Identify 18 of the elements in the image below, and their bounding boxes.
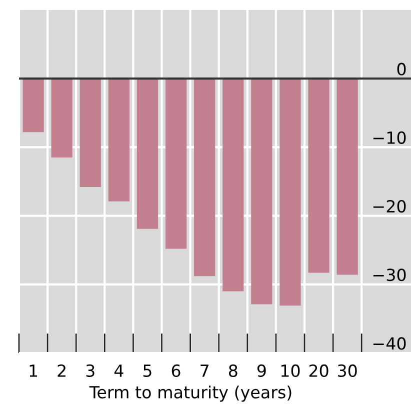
y-tick-label: −30 bbox=[373, 268, 406, 282]
x-tick-label: 4 bbox=[114, 364, 124, 377]
x-tick-label: 2 bbox=[58, 364, 66, 377]
x-tick-label: 1 bbox=[30, 364, 38, 377]
x-tick-label: 5 bbox=[143, 364, 152, 378]
x-tick-label: 6 bbox=[172, 364, 180, 378]
x-tick-label: 20 bbox=[309, 364, 328, 378]
y-tick-label: −20 bbox=[373, 200, 406, 213]
x-axis-title: Term to maturity (years) bbox=[89, 386, 292, 402]
x-tick-label: 9 bbox=[257, 364, 266, 378]
x-tick-label: 30 bbox=[338, 364, 357, 378]
x-tick-label: 7 bbox=[200, 364, 208, 377]
x-tick-label: 3 bbox=[86, 364, 94, 378]
y-tick-label: −40 bbox=[373, 337, 406, 350]
y-tick-label: −10 bbox=[373, 131, 406, 144]
y-tick-label: 0 bbox=[397, 62, 406, 76]
x-tick-label: 10 bbox=[281, 364, 300, 378]
x-tick-label: 8 bbox=[228, 364, 238, 378]
